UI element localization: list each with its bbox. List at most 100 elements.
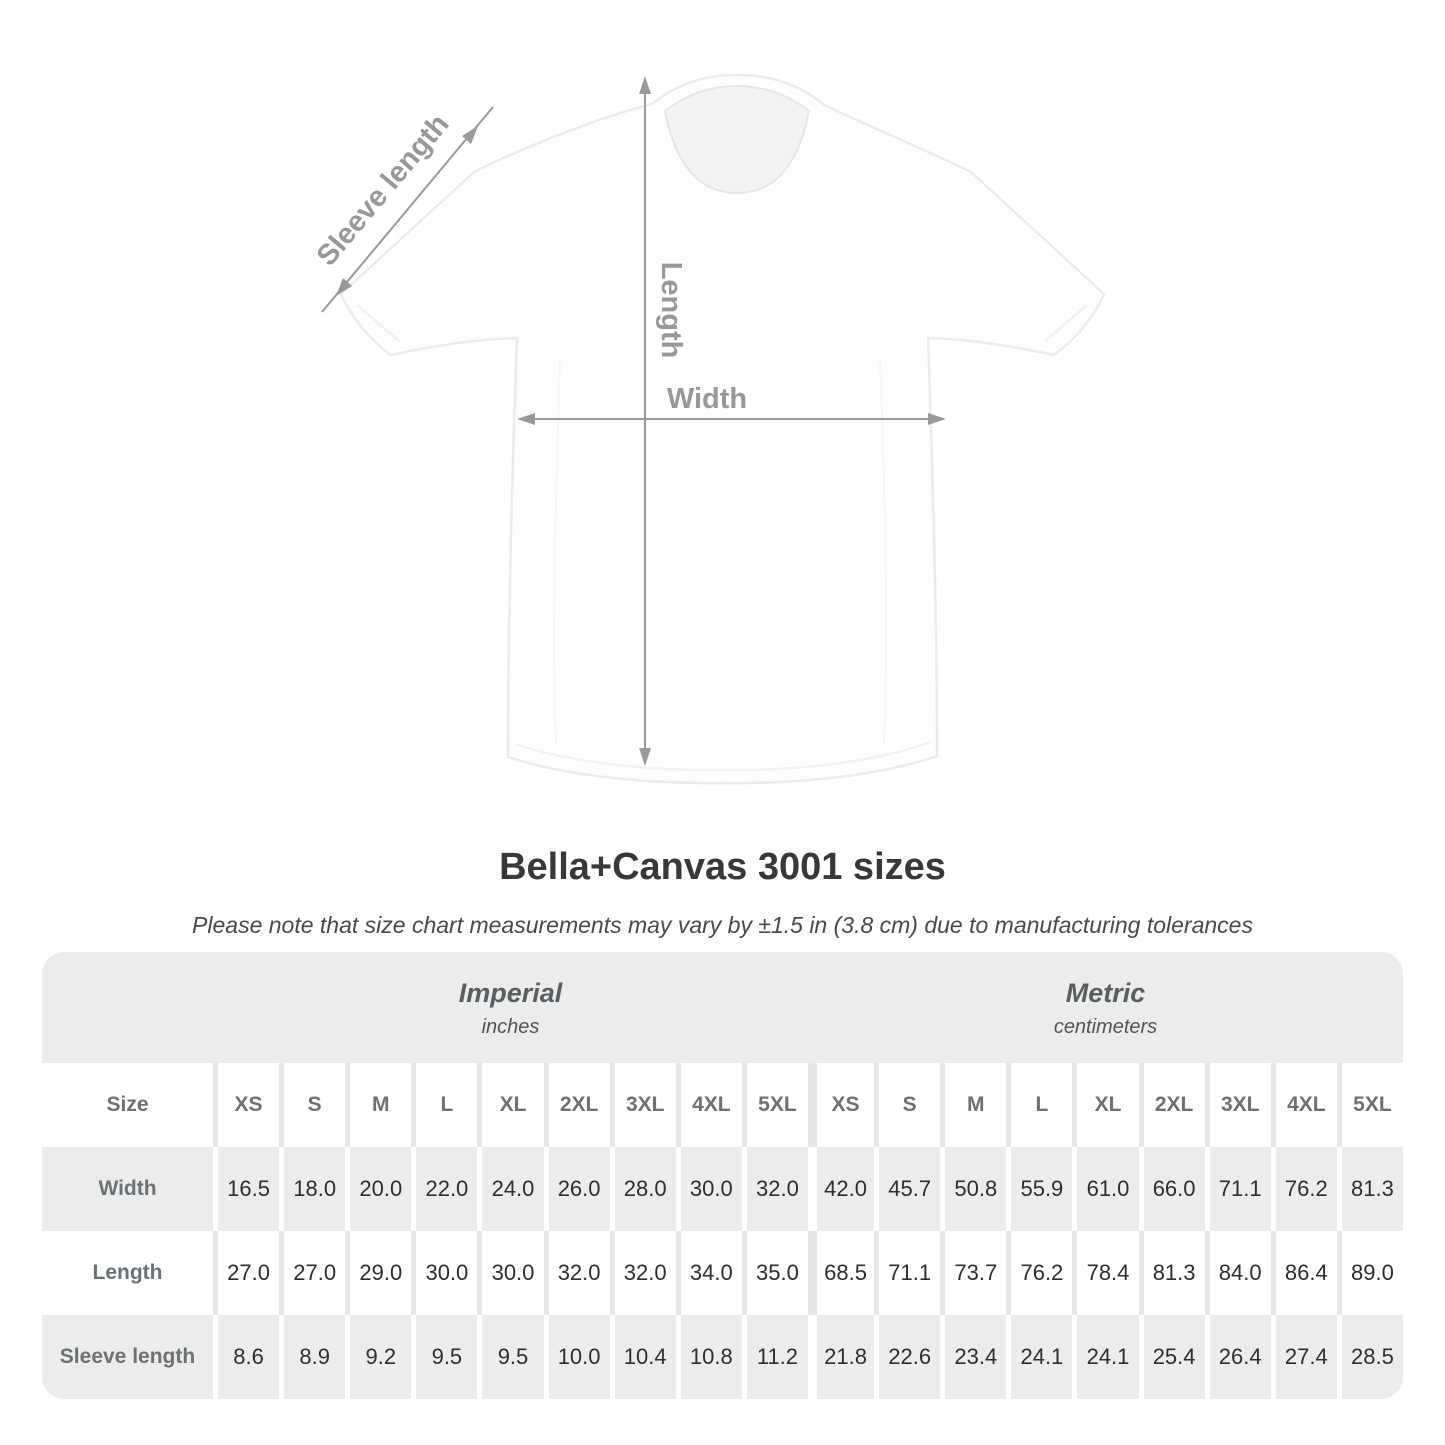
col-header: M: [345, 1063, 411, 1147]
table-cell: 86.4: [1270, 1231, 1337, 1315]
table-cell: 45.7: [874, 1147, 940, 1231]
col-header: 4XL: [675, 1063, 742, 1147]
col-header: 2XL: [543, 1063, 610, 1147]
imperial-header: Imperial inches: [213, 952, 808, 1063]
width-row: Width 16.5 18.0 20.0 22.0 24.0 26.0 28.0…: [42, 1147, 1403, 1231]
col-header: M: [940, 1063, 1006, 1147]
table-cell: 61.0: [1072, 1147, 1138, 1231]
table-cell: 34.0: [675, 1231, 742, 1315]
size-header-row: Size XS S M L XL 2XL 3XL 4XL 5XL XS S M …: [42, 1063, 1403, 1147]
measurement-diagram: Sleeve length Length Width: [311, 73, 1106, 785]
row-label: Width: [98, 1177, 157, 1200]
width-label: Width: [667, 383, 747, 415]
page-title: Bella+Canvas 3001 sizes: [499, 846, 946, 888]
col-header: L: [411, 1063, 477, 1147]
table-cell: 27.0: [279, 1231, 345, 1315]
col-header: L: [1006, 1063, 1072, 1147]
sleeve-length-arrow: [321, 106, 494, 313]
table-cell: 9.2: [345, 1315, 411, 1399]
table-cell: 26.0: [543, 1147, 610, 1231]
table-cell: 66.0: [1138, 1147, 1205, 1231]
table-cell: 30.0: [675, 1147, 742, 1231]
table-cell: 30.0: [477, 1231, 543, 1315]
table-cell: 10.8: [675, 1315, 742, 1399]
col-header: S: [279, 1063, 345, 1147]
table-cell: 10.0: [543, 1315, 610, 1399]
table-cell: 71.1: [874, 1231, 940, 1315]
table-cell: 21.8: [808, 1315, 874, 1399]
table-cell: 25.4: [1138, 1315, 1205, 1399]
col-header: S: [874, 1063, 940, 1147]
length-label: Length: [655, 262, 687, 359]
tshirt-illustration: [339, 73, 1106, 785]
band-spacer: [42, 952, 213, 1063]
metric-label: Metric: [1065, 978, 1146, 1008]
table-cell: 29.0: [345, 1231, 411, 1315]
table-cell: 68.5: [808, 1231, 874, 1315]
length-row: Length 27.0 27.0 29.0 30.0 30.0 32.0 32.…: [42, 1231, 1403, 1315]
table-cell: 27.4: [1270, 1315, 1337, 1399]
col-header: XS: [213, 1063, 279, 1147]
width-arrow: [517, 413, 946, 425]
table-cell: 50.8: [940, 1147, 1006, 1231]
col-header: XL: [477, 1063, 543, 1147]
table-cell: 42.0: [808, 1147, 874, 1231]
imperial-label: Imperial: [458, 978, 563, 1008]
table-cell: 24.1: [1006, 1315, 1072, 1399]
table-cell: 35.0: [741, 1231, 808, 1315]
table-cell: 9.5: [477, 1315, 543, 1399]
units-header-band: Imperial inches Metric centimeters: [42, 952, 1403, 1063]
table-cell: 18.0: [279, 1147, 345, 1231]
row-label: Length: [92, 1261, 163, 1284]
table-cell: 20.0: [345, 1147, 411, 1231]
table-cell: 8.9: [279, 1315, 345, 1399]
col-header: 2XL: [1138, 1063, 1205, 1147]
table-cell: 16.5: [213, 1147, 279, 1231]
table-cell: 11.2: [741, 1315, 808, 1399]
table-cell: 55.9: [1006, 1147, 1072, 1231]
sleeve-length-row: Sleeve length 8.6 8.9 9.2 9.5 9.5 10.0 1…: [42, 1315, 1403, 1399]
table-cell: 22.0: [411, 1147, 477, 1231]
table-cell: 73.7: [940, 1231, 1006, 1315]
table-cell: 27.0: [213, 1231, 279, 1315]
table-cell: 84.0: [1204, 1231, 1271, 1315]
col-header: 5XL: [1336, 1063, 1403, 1147]
table-cell: 26.4: [1204, 1315, 1271, 1399]
col-header: 3XL: [1204, 1063, 1271, 1147]
table-cell: 30.0: [411, 1231, 477, 1315]
table-cell: 9.5: [411, 1315, 477, 1399]
col-header: 4XL: [1270, 1063, 1337, 1147]
table-cell: 24.0: [477, 1147, 543, 1231]
size-column-header: Size: [106, 1093, 149, 1116]
col-header: 5XL: [741, 1063, 808, 1147]
col-header: 3XL: [609, 1063, 676, 1147]
size-table: Imperial inches Metric centimeters Size …: [42, 952, 1403, 1399]
table-cell: 10.4: [609, 1315, 676, 1399]
row-label: Sleeve length: [59, 1345, 196, 1368]
table-cell: 81.3: [1336, 1147, 1403, 1231]
table-cell: 76.2: [1270, 1147, 1337, 1231]
col-header: XL: [1072, 1063, 1138, 1147]
col-header: XS: [808, 1063, 874, 1147]
tshirt-neck-opening: [663, 84, 811, 195]
table-cell: 81.3: [1138, 1231, 1205, 1315]
table-cell: 32.0: [543, 1231, 610, 1315]
table-cell: 32.0: [741, 1147, 808, 1231]
table-cell: 28.0: [609, 1147, 676, 1231]
table-cell: 76.2: [1006, 1231, 1072, 1315]
table-cell: 32.0: [609, 1231, 676, 1315]
table-cell: 22.6: [874, 1315, 940, 1399]
metric-unit: centimeters: [1053, 1016, 1158, 1038]
table-cell: 24.1: [1072, 1315, 1138, 1399]
table-cell: 23.4: [940, 1315, 1006, 1399]
table-cell: 78.4: [1072, 1231, 1138, 1315]
length-arrow: [639, 76, 651, 766]
metric-header: Metric centimeters: [808, 952, 1403, 1063]
imperial-unit: inches: [481, 1016, 540, 1038]
table-cell: 71.1: [1204, 1147, 1271, 1231]
table-cell: 89.0: [1336, 1231, 1403, 1315]
table-cell: 8.6: [213, 1315, 279, 1399]
page-subtitle: Please note that size chart measurements…: [192, 912, 1253, 938]
table-cell: 28.5: [1336, 1315, 1403, 1399]
